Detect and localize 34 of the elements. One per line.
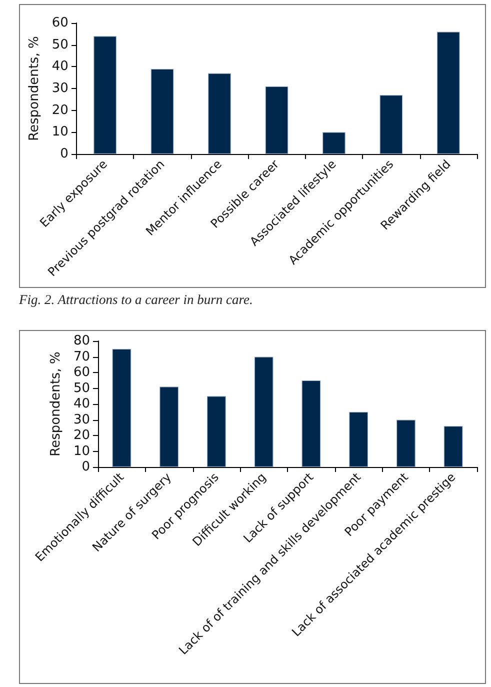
bar — [396, 420, 416, 467]
y-tick-label: 30 — [73, 412, 90, 428]
y-tick-label: 60 — [73, 365, 90, 380]
y-tick-label: 0 — [60, 146, 68, 162]
y-tick-label: 70 — [73, 349, 90, 364]
y-tick-label: 0 — [82, 460, 90, 474]
bar — [265, 86, 288, 154]
bar — [160, 386, 179, 467]
caption: Fig. 2. Attractions to a career in burn care. — [19, 292, 254, 308]
y-axis-title: Respondents, % — [48, 352, 64, 456]
bar — [150, 68, 174, 154]
y-tick-label: 50 — [73, 380, 90, 396]
bar — [208, 73, 231, 154]
bar — [254, 356, 274, 467]
bar — [322, 132, 346, 154]
y-tick-label: 20 — [73, 428, 90, 443]
y-tick-label: 50 — [52, 37, 68, 52]
y-tick-label: 30 — [52, 81, 68, 96]
y-tick-label: 10 — [73, 444, 90, 459]
y-axis-title: Respondents, % — [27, 36, 42, 141]
bar — [206, 396, 226, 467]
bar — [302, 380, 321, 467]
bar — [349, 412, 368, 467]
y-tick-label: 10 — [52, 124, 68, 140]
bar — [436, 32, 460, 154]
bar — [380, 95, 403, 154]
y-tick-label: 60 — [52, 16, 68, 30]
bar — [444, 426, 463, 467]
bar — [94, 36, 116, 154]
y-tick-label: 20 — [52, 102, 68, 118]
bar — [112, 348, 132, 467]
y-tick-label: 40 — [52, 59, 68, 74]
y-tick-label: 80 — [73, 334, 90, 348]
y-tick-label: 40 — [73, 396, 90, 412]
